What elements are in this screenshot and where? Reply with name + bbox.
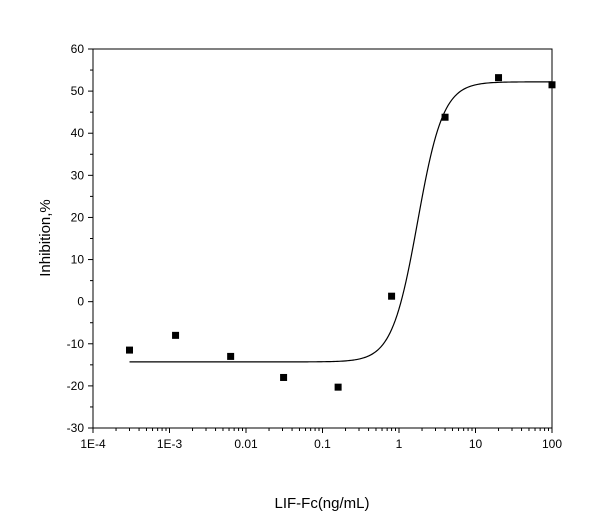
data-point <box>495 74 503 82</box>
fit-curve-layer <box>129 81 553 363</box>
y-tick-label: -20 <box>67 379 85 393</box>
y-tick-label: 30 <box>71 168 85 182</box>
x-tick-label: 0.1 <box>314 437 331 451</box>
x-tick-label: 1 <box>396 437 403 451</box>
y-axis: -30 -20 -10 0 10 20 30 40 50 60 <box>67 42 93 435</box>
x-axis-title: LIF-Fc(ng/mL) <box>274 495 369 512</box>
x-tick-label: 1E-3 <box>157 437 183 451</box>
data-point <box>280 373 288 381</box>
y-tick-label: 60 <box>71 42 85 56</box>
data-point <box>227 352 235 360</box>
fit-curve <box>129 81 553 363</box>
y-tick-label: 0 <box>77 295 84 309</box>
data-point <box>125 346 133 354</box>
y-tick-label: 10 <box>71 253 85 267</box>
y-tick-label: 20 <box>71 210 85 224</box>
plot-frame <box>92 48 553 429</box>
data-points-layer <box>125 74 556 391</box>
y-tick-label: 40 <box>71 126 85 140</box>
x-axis: 1E-4 1E-3 0.01 0.1 1 10 100 <box>80 428 562 451</box>
data-point <box>441 113 449 121</box>
x-tick-label: 100 <box>542 437 562 451</box>
y-tick-label: -10 <box>67 337 85 351</box>
y-tick-label: -30 <box>67 421 85 435</box>
y-tick-label: 50 <box>71 84 85 98</box>
x-tick-label: 1E-4 <box>80 437 106 451</box>
x-tick-label: 10 <box>469 437 483 451</box>
data-point <box>388 292 396 300</box>
data-point <box>172 331 180 339</box>
plot-area <box>92 48 553 429</box>
data-point <box>548 81 556 89</box>
y-axis-title: Inhibition,% <box>37 199 54 277</box>
data-point <box>334 383 342 391</box>
x-tick-label: 0.01 <box>234 437 258 451</box>
